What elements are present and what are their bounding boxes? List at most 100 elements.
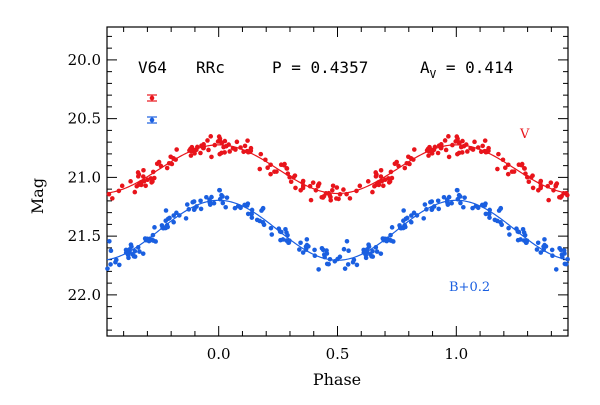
- data-point: [486, 148, 491, 154]
- data-point: [186, 207, 192, 212]
- data-point: [283, 226, 288, 232]
- data-point: [401, 218, 406, 223]
- data-point: [148, 176, 154, 181]
- data-point: [394, 159, 400, 165]
- y-tick-label: 22.0: [68, 286, 101, 304]
- data-point: [495, 218, 500, 224]
- data-point: [241, 149, 246, 155]
- data-point: [135, 245, 141, 250]
- data-point: [167, 215, 172, 221]
- data-point: [200, 145, 206, 151]
- data-point: [116, 188, 122, 194]
- data-point: [249, 207, 255, 213]
- header-amplitude-subscript: V: [430, 68, 437, 81]
- data-point: [174, 147, 179, 152]
- data-point: [285, 233, 290, 238]
- y-tick-label: 21.5: [68, 227, 101, 245]
- data-point: [257, 218, 263, 224]
- data-point: [523, 171, 528, 176]
- error-bar-marker: [149, 95, 155, 101]
- data-point: [528, 175, 534, 180]
- data-point: [429, 151, 435, 156]
- data-point: [265, 165, 270, 171]
- data-point: [500, 157, 506, 163]
- data-point: [223, 204, 228, 210]
- data-point: [217, 187, 223, 193]
- x-tick-label: 0.5: [326, 345, 350, 363]
- data-point: [463, 142, 469, 147]
- data-point: [487, 215, 492, 220]
- header-star-id: V64: [138, 58, 167, 77]
- data-point: [201, 142, 206, 147]
- data-point: [458, 200, 463, 206]
- data-point: [188, 146, 193, 152]
- data-point: [520, 226, 526, 232]
- data-point: [341, 246, 347, 252]
- data-point: [221, 144, 226, 150]
- data-point: [300, 180, 305, 186]
- data-point: [522, 233, 528, 238]
- data-point: [304, 237, 310, 242]
- data-point: [183, 216, 189, 221]
- data-point: [150, 169, 156, 175]
- data-point: [535, 240, 541, 246]
- data-point: [404, 215, 410, 221]
- data-point: [249, 215, 255, 220]
- data-point: [258, 151, 264, 157]
- data-point: [435, 150, 441, 156]
- data-point: [538, 250, 544, 255]
- data-point: [374, 249, 380, 254]
- data-point: [482, 203, 488, 208]
- data-point: [334, 185, 340, 190]
- data-point: [436, 206, 442, 212]
- data-point: [141, 178, 147, 184]
- data-point: [184, 202, 190, 207]
- data-point: [475, 205, 481, 211]
- data-point: [106, 191, 112, 197]
- data-point: [322, 254, 327, 260]
- data-point: [249, 211, 254, 217]
- model-curves: [106, 144, 569, 261]
- data-point: [379, 178, 385, 184]
- data-point: [365, 179, 371, 184]
- data-point: [376, 181, 381, 186]
- data-point: [316, 181, 322, 186]
- data-point: [152, 175, 157, 181]
- data-point: [424, 207, 429, 212]
- data-point: [496, 151, 501, 157]
- data-point: [327, 256, 333, 262]
- data-point: [207, 197, 212, 203]
- data-point: [174, 210, 179, 216]
- data-point: [219, 192, 224, 198]
- data-point: [198, 206, 204, 212]
- data-point: [364, 247, 370, 252]
- data-point: [164, 165, 170, 171]
- y-tick-label: 20.0: [68, 51, 101, 69]
- data-point: [456, 192, 462, 198]
- x-axis-title: Phase: [313, 370, 361, 389]
- data-point: [401, 208, 406, 213]
- header-amplitude-value: = 0.414: [436, 58, 513, 77]
- data-point: [313, 187, 319, 193]
- data-point: [478, 149, 484, 155]
- data-point: [450, 142, 455, 148]
- data-point: [171, 219, 176, 225]
- data-point: [335, 256, 340, 262]
- data-point: [219, 140, 224, 146]
- error-bar-marker: [149, 117, 155, 123]
- data-point: [272, 169, 277, 174]
- data-point: [421, 216, 427, 221]
- model-curve-0: [106, 144, 569, 195]
- data-point: [381, 183, 386, 189]
- data-point: [441, 194, 447, 200]
- data-point: [455, 187, 460, 193]
- data-point: [509, 169, 515, 174]
- data-point: [177, 213, 182, 218]
- data-point: [324, 251, 330, 256]
- data-point: [108, 262, 113, 267]
- data-point: [132, 248, 138, 254]
- data-point: [345, 262, 351, 267]
- data-point: [190, 199, 195, 205]
- data-point: [132, 254, 138, 259]
